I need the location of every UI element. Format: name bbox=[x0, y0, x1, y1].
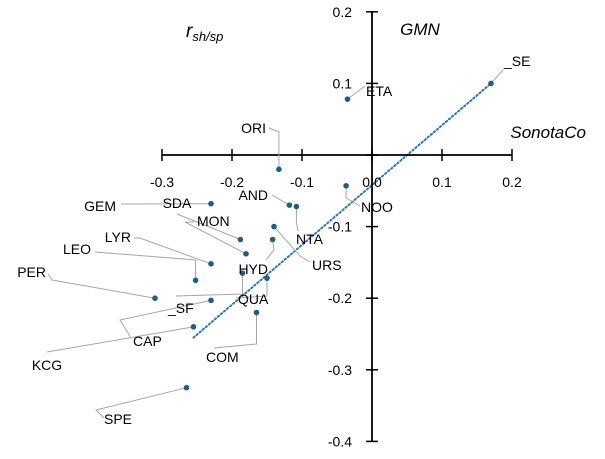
data-point-sda bbox=[238, 237, 244, 243]
data-point-com bbox=[254, 310, 260, 316]
data-point-spe bbox=[184, 385, 190, 391]
chart-title-sub: sh/sp bbox=[192, 29, 223, 44]
data-label-se: _SE bbox=[503, 53, 530, 69]
data-label-lyr: LYR bbox=[105, 229, 131, 245]
data-label-qua: QUA bbox=[238, 291, 269, 307]
data-point-nta bbox=[294, 204, 300, 210]
x-tick-label: 0.2 bbox=[502, 174, 522, 190]
data-point-noo bbox=[343, 183, 349, 189]
data-label-spe: SPE bbox=[104, 411, 132, 427]
data-label-per: PER bbox=[17, 264, 46, 280]
data-label-hyd: HYD bbox=[238, 261, 268, 277]
y-tick-label: 0.2 bbox=[333, 4, 353, 20]
leader-line-and bbox=[272, 195, 289, 205]
chart-title: rsh/sp bbox=[186, 21, 223, 44]
data-label-eta: ETA bbox=[366, 83, 393, 99]
data-point-kcg bbox=[191, 324, 197, 330]
x-axis-label: SonotaCo bbox=[510, 123, 586, 142]
data-point-gem bbox=[208, 201, 214, 207]
leader-line-kcg bbox=[47, 327, 194, 352]
data-label-sf: _SF bbox=[167, 300, 194, 316]
data-label-kcg: KCG bbox=[32, 357, 62, 373]
leader-line-sf bbox=[176, 273, 243, 296]
x-tick-label: -0.3 bbox=[150, 174, 174, 190]
leader-line-nta bbox=[296, 207, 298, 231]
y-tick-label: -0.4 bbox=[328, 433, 352, 449]
data-point-ori bbox=[276, 167, 282, 173]
y-tick-label: -0.3 bbox=[328, 362, 352, 378]
y-tick-label: -0.2 bbox=[328, 290, 352, 306]
point-layer bbox=[152, 81, 494, 391]
x-tick-label: -0.1 bbox=[290, 174, 314, 190]
y-tick-label: -0.1 bbox=[328, 219, 352, 235]
leader-line-com bbox=[214, 313, 257, 348]
data-label-gem: GEM bbox=[84, 198, 116, 214]
data-point-mon bbox=[243, 251, 249, 257]
leader-line-hyd bbox=[266, 239, 274, 260]
data-point-eta bbox=[345, 96, 351, 102]
data-label-cap: CAP bbox=[133, 333, 162, 349]
x-tick-label: 0.1 bbox=[432, 174, 452, 190]
leader-line-per bbox=[48, 274, 155, 298]
y-axis-label: GMN bbox=[400, 20, 440, 39]
leader-line-lyr bbox=[134, 238, 211, 264]
data-label-sda: SDA bbox=[163, 195, 192, 211]
data-label-com: COM bbox=[206, 349, 239, 365]
data-point-urs bbox=[271, 224, 277, 230]
data-label-leo: LEO bbox=[63, 241, 91, 257]
data-label-noo: NOO bbox=[361, 199, 393, 215]
data-point-per bbox=[152, 295, 158, 301]
x-tick-label: 0.0 bbox=[362, 174, 382, 190]
leader-line-leo bbox=[95, 252, 196, 280]
data-point-se bbox=[488, 81, 494, 87]
data-label-mon: MON bbox=[197, 213, 230, 229]
leader-line-ori bbox=[269, 128, 279, 169]
data-point-hyd bbox=[270, 237, 276, 243]
data-point-cap bbox=[208, 298, 214, 304]
data-label-urs: URS bbox=[312, 257, 342, 273]
data-label-and: AND bbox=[238, 187, 268, 203]
data-label-ori: ORI bbox=[241, 120, 266, 136]
data-point-lyr bbox=[208, 261, 214, 267]
data-label-nta: NTA bbox=[296, 231, 324, 247]
data-point-leo bbox=[193, 278, 199, 284]
data-point-and bbox=[287, 202, 293, 208]
y-tick-label: 0.1 bbox=[333, 75, 353, 91]
